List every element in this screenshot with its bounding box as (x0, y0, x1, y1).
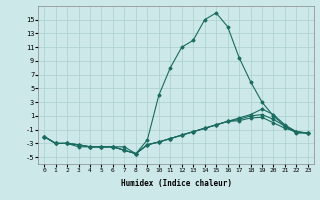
X-axis label: Humidex (Indice chaleur): Humidex (Indice chaleur) (121, 179, 231, 188)
